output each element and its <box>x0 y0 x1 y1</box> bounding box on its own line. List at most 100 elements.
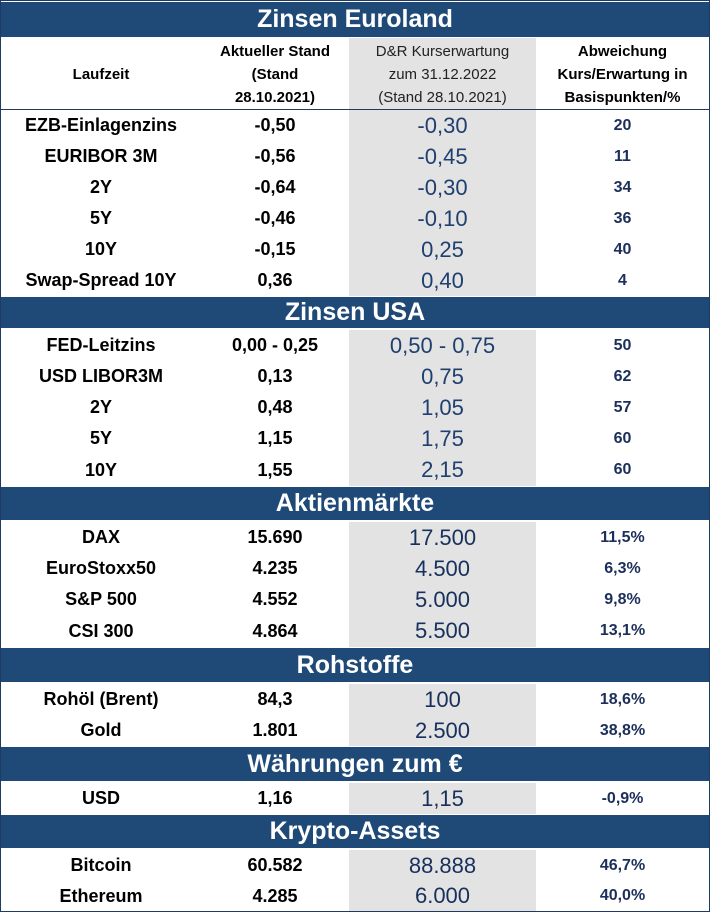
row-expected: 0,50 - 0,75 <box>349 330 536 361</box>
header-divider <box>1 109 709 110</box>
table-row: S&P 500 4.552 5.000 9,8% <box>1 584 709 615</box>
table-row: EuroStoxx50 4.235 4.500 6,3% <box>1 553 709 584</box>
row-label: 2Y <box>89 397 113 417</box>
row-expected: -0,45 <box>349 141 536 172</box>
row-label: 5Y <box>89 428 113 448</box>
table-row: USD 1,16 1,15 -0,9% <box>1 783 709 814</box>
row-expected: 17.500 <box>349 522 536 553</box>
row-deviation: 18,6% <box>599 690 646 708</box>
row-label: 2Y <box>89 177 113 197</box>
table-row: 2Y 0,48 1,05 57 <box>1 392 709 423</box>
section-title: Zinsen USA <box>284 298 426 326</box>
row-expected: 2.500 <box>349 715 536 746</box>
row-label: FED-Leitzins <box>46 335 156 355</box>
header-laufzeit: Laufzeit <box>72 65 130 83</box>
row-deviation: 11 <box>614 147 631 165</box>
header-stand-line1: Aktueller Stand <box>219 42 331 60</box>
row-label: EZB-Einlagenzins <box>24 115 177 135</box>
row-current: 15.690 <box>247 527 303 547</box>
header-kurserwartung: D&R Kurserwartung zum 31.12.2022 (Stand … <box>349 38 536 110</box>
row-deviation: 9,8% <box>604 590 641 608</box>
table-row: Bitcoin 60.582 88.888 46,7% <box>1 850 709 881</box>
row-current: 4.235 <box>252 558 298 578</box>
row-label: CSI 300 <box>68 620 134 641</box>
row-deviation: 4 <box>618 271 627 289</box>
row-label: Ethereum <box>59 885 143 906</box>
row-expected: 5.000 <box>349 584 536 615</box>
section-header-usa: Zinsen USA <box>1 296 709 329</box>
row-current: 0,13 <box>257 366 293 386</box>
section-title: Krypto-Assets <box>269 817 441 845</box>
header-abweichung-line3: Basispunkten/% <box>564 88 681 106</box>
row-deviation: 6,3% <box>604 559 641 577</box>
row-expected: 6.000 <box>349 881 536 911</box>
row-expected: 0,40 <box>349 265 536 296</box>
row-current: 4.285 <box>252 885 298 906</box>
row-expected: 0,25 <box>349 234 536 265</box>
section-header-euroland: Zinsen Euroland <box>1 1 709 38</box>
row-current: 0,48 <box>257 397 293 417</box>
table-row: USD LIBOR3M 0,13 0,75 62 <box>1 361 709 392</box>
table-row: EURIBOR 3M -0,56 -0,45 11 <box>1 141 709 172</box>
row-deviation: 60 <box>613 429 632 447</box>
section-header-rohstoffe: Rohstoffe <box>1 647 709 683</box>
section-header-krypto: Krypto-Assets <box>1 814 709 849</box>
column-header-row: Laufzeit Aktueller Stand (Stand 28.10.20… <box>1 38 709 110</box>
row-deviation: 36 <box>613 209 632 227</box>
row-current: 84,3 <box>257 689 293 709</box>
row-deviation: 62 <box>613 367 632 385</box>
table-row: Swap-Spread 10Y 0,36 0,40 4 <box>1 265 709 296</box>
table-row: EZB-Einlagenzins -0,50 -0,30 20 <box>1 110 709 141</box>
header-aktueller-stand: Aktueller Stand (Stand 28.10.2021) <box>201 38 349 110</box>
row-current: -0,64 <box>254 177 296 197</box>
row-deviation: 34 <box>613 178 632 196</box>
row-expected: 1,75 <box>349 423 536 454</box>
section-header-aktien: Aktienmärkte <box>1 486 709 521</box>
row-deviation: 11,5% <box>600 528 645 546</box>
row-label: Bitcoin <box>70 855 132 875</box>
section-title: Aktienmärkte <box>275 489 435 517</box>
table-row: FED-Leitzins 0,00 - 0,25 0,50 - 0,75 50 <box>1 330 709 361</box>
row-expected: 88.888 <box>349 850 536 881</box>
row-deviation: 50 <box>613 336 632 354</box>
row-expected: 2,15 <box>349 454 536 486</box>
section-title: Zinsen Euroland <box>257 5 453 33</box>
row-current: 4.552 <box>252 589 298 609</box>
table-row: Rohöl (Brent) 84,3 100 18,6% <box>1 684 709 715</box>
header-abweichung: Abweichung Kurs/Erwartung in Basispunkte… <box>536 38 709 110</box>
row-label: 10Y <box>84 239 118 259</box>
row-expected: 1,15 <box>349 783 536 814</box>
header-stand-line3: 28.10.2021) <box>234 88 316 106</box>
row-deviation: 38,8% <box>599 721 646 739</box>
row-current: 1.801 <box>252 720 298 740</box>
header-erwartung-line3: (Stand 28.10.2021) <box>378 88 507 106</box>
row-deviation: 57 <box>613 398 632 416</box>
row-expected: 0,75 <box>349 361 536 392</box>
row-current: -0,46 <box>254 208 296 228</box>
row-deviation: 20 <box>613 116 632 134</box>
row-label: Swap-Spread 10Y <box>25 270 177 290</box>
row-current: -0,50 <box>254 115 296 135</box>
row-deviation: 40 <box>613 240 632 258</box>
row-expected: 4.500 <box>349 553 536 584</box>
section-title: Rohstoffe <box>296 650 414 679</box>
table-row: CSI 300 4.864 5.500 13,1% <box>1 615 709 647</box>
row-current: -0,15 <box>254 239 296 259</box>
table-row: Ethereum 4.285 6.000 40,0% <box>1 881 709 911</box>
table-row: 2Y -0,64 -0,30 34 <box>1 172 709 203</box>
table-row: DAX 15.690 17.500 11,5% <box>1 522 709 553</box>
row-label: 10Y <box>84 459 118 480</box>
table-row: Gold 1.801 2.500 38,8% <box>1 715 709 746</box>
row-expected: 100 <box>349 684 536 715</box>
row-label: USD LIBOR3M <box>38 366 163 386</box>
row-label: Rohöl (Brent) <box>43 689 159 709</box>
row-label: 5Y <box>89 208 113 228</box>
row-label: EuroStoxx50 <box>45 558 157 578</box>
row-expected: -0,10 <box>349 203 536 234</box>
row-current: 4.864 <box>252 620 298 641</box>
row-expected: 5.500 <box>349 615 536 647</box>
row-current: 1,55 <box>257 459 293 480</box>
row-label: S&P 500 <box>65 589 137 609</box>
section-header-waehrungen: Währungen zum € <box>1 746 709 782</box>
